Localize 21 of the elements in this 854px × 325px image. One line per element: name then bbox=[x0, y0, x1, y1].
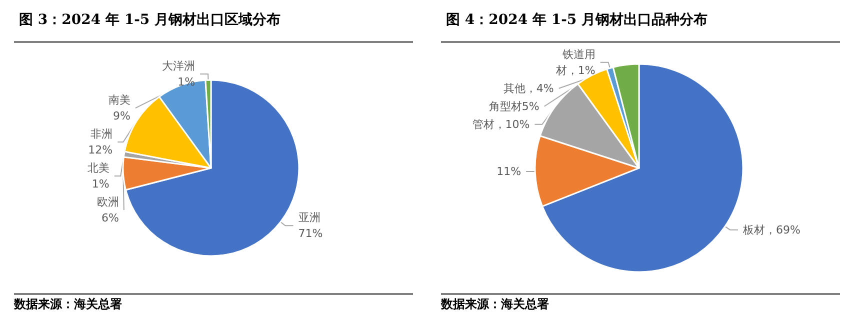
slice-label: 南美 bbox=[108, 94, 130, 107]
slice-label: 管材，10% bbox=[472, 118, 530, 131]
slice-label: 角型材5% bbox=[488, 100, 540, 113]
source-note: 数据来源：海关总署 bbox=[440, 297, 549, 311]
data-label: 9% bbox=[112, 110, 130, 123]
data-label: 6% bbox=[101, 212, 119, 225]
slice-label: 欧洲 bbox=[96, 196, 119, 209]
slice-label: 铁道用材，1% bbox=[554, 48, 596, 77]
slice-label: 亚洲 bbox=[298, 211, 320, 224]
slice-label: 其他，4% bbox=[503, 82, 554, 95]
data-label: 12% bbox=[88, 144, 113, 157]
chart-title: 图 3：2024 年 1-5 月钢材出口区域分布 bbox=[19, 12, 280, 28]
source-note: 数据来源：海关总署 bbox=[13, 297, 122, 311]
chart-title: 图 4：2024 年 1-5 月钢材出口品种分布 bbox=[446, 12, 708, 28]
data-label: 71% bbox=[298, 227, 323, 240]
data-label: 11% bbox=[496, 164, 522, 178]
slice-label: 板材，69% bbox=[742, 223, 800, 236]
slice-label: 非洲 bbox=[90, 128, 113, 141]
data-label: 1% bbox=[92, 178, 110, 191]
slice-label: 北美 bbox=[87, 162, 110, 175]
slice-label: 大洋洲 bbox=[162, 60, 196, 73]
